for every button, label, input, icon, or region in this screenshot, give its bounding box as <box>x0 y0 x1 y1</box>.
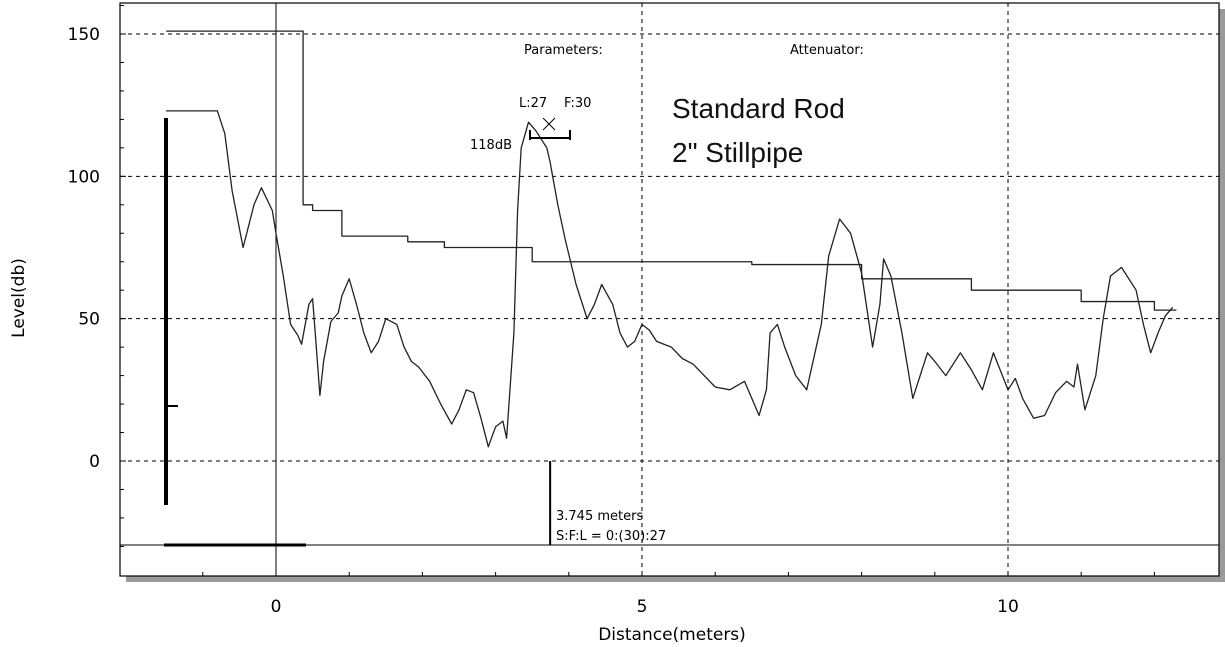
distance-readout: 3.745 meters <box>556 509 643 524</box>
peak-label: 118dB <box>470 138 512 153</box>
f-label: F:30 <box>564 96 591 111</box>
x-tick-label: 10 <box>997 597 1019 617</box>
markers <box>164 117 571 547</box>
y-tick-label: 0 <box>89 452 100 472</box>
attenuator-label: Attenuator: <box>790 43 864 58</box>
series-layer <box>166 30 1177 448</box>
echo-curve <box>166 110 1174 448</box>
peak-x-marker-b <box>542 117 556 131</box>
axis-ticks <box>120 5 1155 576</box>
tick-labels: 150 100 50 0 0 5 10 <box>68 25 1019 617</box>
x-tick-label: 0 <box>271 597 282 617</box>
chart-title-line1: Standard Rod <box>672 93 845 124</box>
y-axis-title: Level(db) <box>9 258 29 338</box>
chart-title-line2: 2" Stillpipe <box>672 137 803 168</box>
x-axis-title: Distance(meters) <box>598 625 746 645</box>
sfl-readout: S:F:L = 0:(30):27 <box>556 529 666 544</box>
l-label: L:27 <box>519 96 547 111</box>
x-tick-label: 5 <box>637 597 648 617</box>
y-tick-label: 50 <box>78 310 100 330</box>
parameters-label: Parameters: <box>524 43 603 58</box>
y-tick-label: 100 <box>68 167 100 187</box>
y-tick-label: 150 <box>68 25 100 45</box>
threshold-curve <box>166 30 1177 311</box>
